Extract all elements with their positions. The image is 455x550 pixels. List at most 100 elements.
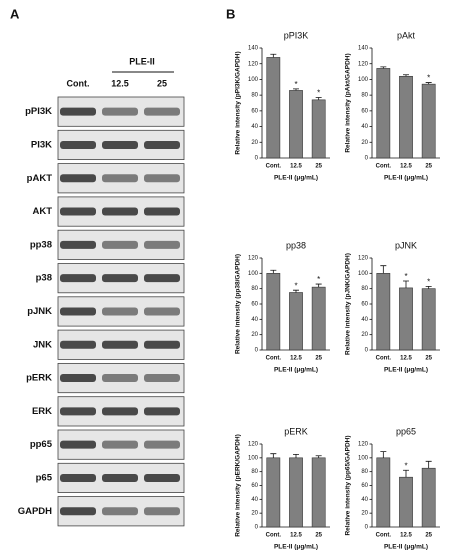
lane-label: Cont.	[67, 78, 90, 88]
bar	[266, 457, 281, 528]
y-tick-label: 80	[251, 469, 258, 475]
error-bar	[270, 269, 277, 274]
blot-label: p65	[36, 472, 53, 483]
x-tick-label: Cont.	[266, 164, 282, 170]
blot-band	[144, 207, 180, 216]
y-tick-label: 120	[248, 256, 259, 262]
error-bar	[293, 88, 299, 91]
significance-mark: *	[317, 89, 320, 98]
y-tick-label: 60	[251, 302, 258, 308]
blot-band	[102, 240, 138, 249]
x-tick-label: 25	[425, 164, 432, 170]
blot-band	[60, 174, 96, 183]
error-bar	[425, 285, 432, 289]
blot-label: GAPDH	[18, 506, 52, 517]
x-tick-label: 25	[425, 533, 432, 539]
y-tick-label: 80	[251, 286, 258, 292]
error-bar	[380, 265, 387, 274]
y-tick-label: 40	[251, 317, 258, 323]
y-tick-label: 20	[251, 332, 258, 338]
blot-band	[102, 307, 138, 316]
blot-label: AKT	[32, 206, 52, 217]
x-tick-label: 12.5	[290, 533, 302, 539]
blot-band	[144, 174, 180, 183]
blot-band	[60, 240, 96, 249]
y-tick-label: 120	[358, 256, 369, 262]
bar	[266, 57, 281, 159]
y-tick-label: 140	[248, 46, 259, 52]
x-tick-label: Cont.	[376, 164, 392, 170]
blot-band	[102, 107, 138, 116]
bar	[376, 273, 391, 351]
y-tick-label: 0	[255, 156, 259, 162]
blot-band	[102, 174, 138, 183]
blot-band	[102, 274, 138, 283]
blot-band	[102, 440, 138, 449]
x-tick-label: 12.5	[400, 356, 412, 362]
y-tick-label: 40	[251, 497, 258, 503]
error-bar	[270, 453, 277, 458]
x-tick-label: 12.5	[400, 164, 412, 170]
blot-band	[102, 374, 138, 383]
blot-band	[60, 473, 96, 482]
blot-band	[60, 407, 96, 416]
x-axis-label: PLE-II (μg/mL)	[274, 175, 318, 182]
blot-band	[144, 107, 180, 116]
x-tick-label: 12.5	[400, 533, 412, 539]
treatment-label: PLE-II	[129, 56, 155, 66]
bar	[421, 288, 436, 351]
blot-band	[144, 140, 180, 149]
significance-mark: *	[294, 281, 297, 290]
blot-label: pp65	[30, 439, 53, 450]
blot-band	[144, 507, 180, 516]
y-tick-label: 0	[365, 156, 369, 162]
blot-band	[144, 407, 180, 416]
significance-mark: *	[317, 275, 320, 284]
blot-band	[60, 374, 96, 383]
y-tick-label: 60	[251, 108, 258, 114]
bar	[289, 292, 303, 351]
y-tick-label: 100	[248, 455, 259, 461]
significance-mark: *	[294, 80, 297, 89]
error-bar	[380, 451, 387, 458]
bar	[399, 287, 413, 351]
x-axis-label: PLE-II (μg/mL)	[384, 544, 428, 550]
bar	[289, 90, 303, 159]
x-tick-label: 25	[425, 356, 432, 362]
bar	[399, 75, 413, 159]
bar	[311, 457, 326, 528]
blot-band	[144, 340, 180, 349]
lane-label: 25	[157, 78, 167, 88]
error-bar	[315, 97, 322, 100]
panel-label: B	[226, 6, 235, 21]
y-tick-label: 60	[361, 483, 368, 489]
blot-band	[144, 473, 180, 482]
blot-band	[60, 307, 96, 316]
y-tick-label: 100	[358, 455, 369, 461]
bar	[289, 457, 303, 528]
x-tick-label: 25	[315, 164, 322, 170]
y-tick-label: 100	[358, 77, 369, 83]
blot-band	[60, 140, 96, 149]
y-tick-label: 40	[251, 124, 258, 130]
y-tick-label: 0	[365, 525, 369, 531]
bar	[311, 286, 326, 351]
chart-title: pAkt	[397, 30, 416, 40]
y-tick-label: 0	[255, 525, 259, 531]
blot-label: JNK	[33, 339, 52, 350]
y-tick-label: 0	[255, 348, 259, 354]
bar	[421, 83, 436, 159]
x-tick-label: Cont.	[376, 533, 392, 539]
panel-label: A	[10, 6, 20, 21]
blot-band	[144, 440, 180, 449]
blot-band	[60, 507, 96, 516]
error-bar	[315, 455, 322, 458]
x-tick-label: 25	[315, 533, 322, 539]
y-tick-label: 120	[248, 61, 259, 67]
y-tick-label: 0	[365, 348, 369, 354]
y-tick-label: 80	[361, 93, 368, 99]
blot-band	[60, 274, 96, 283]
y-tick-label: 20	[361, 511, 368, 517]
blot-label: pAKT	[27, 173, 53, 184]
